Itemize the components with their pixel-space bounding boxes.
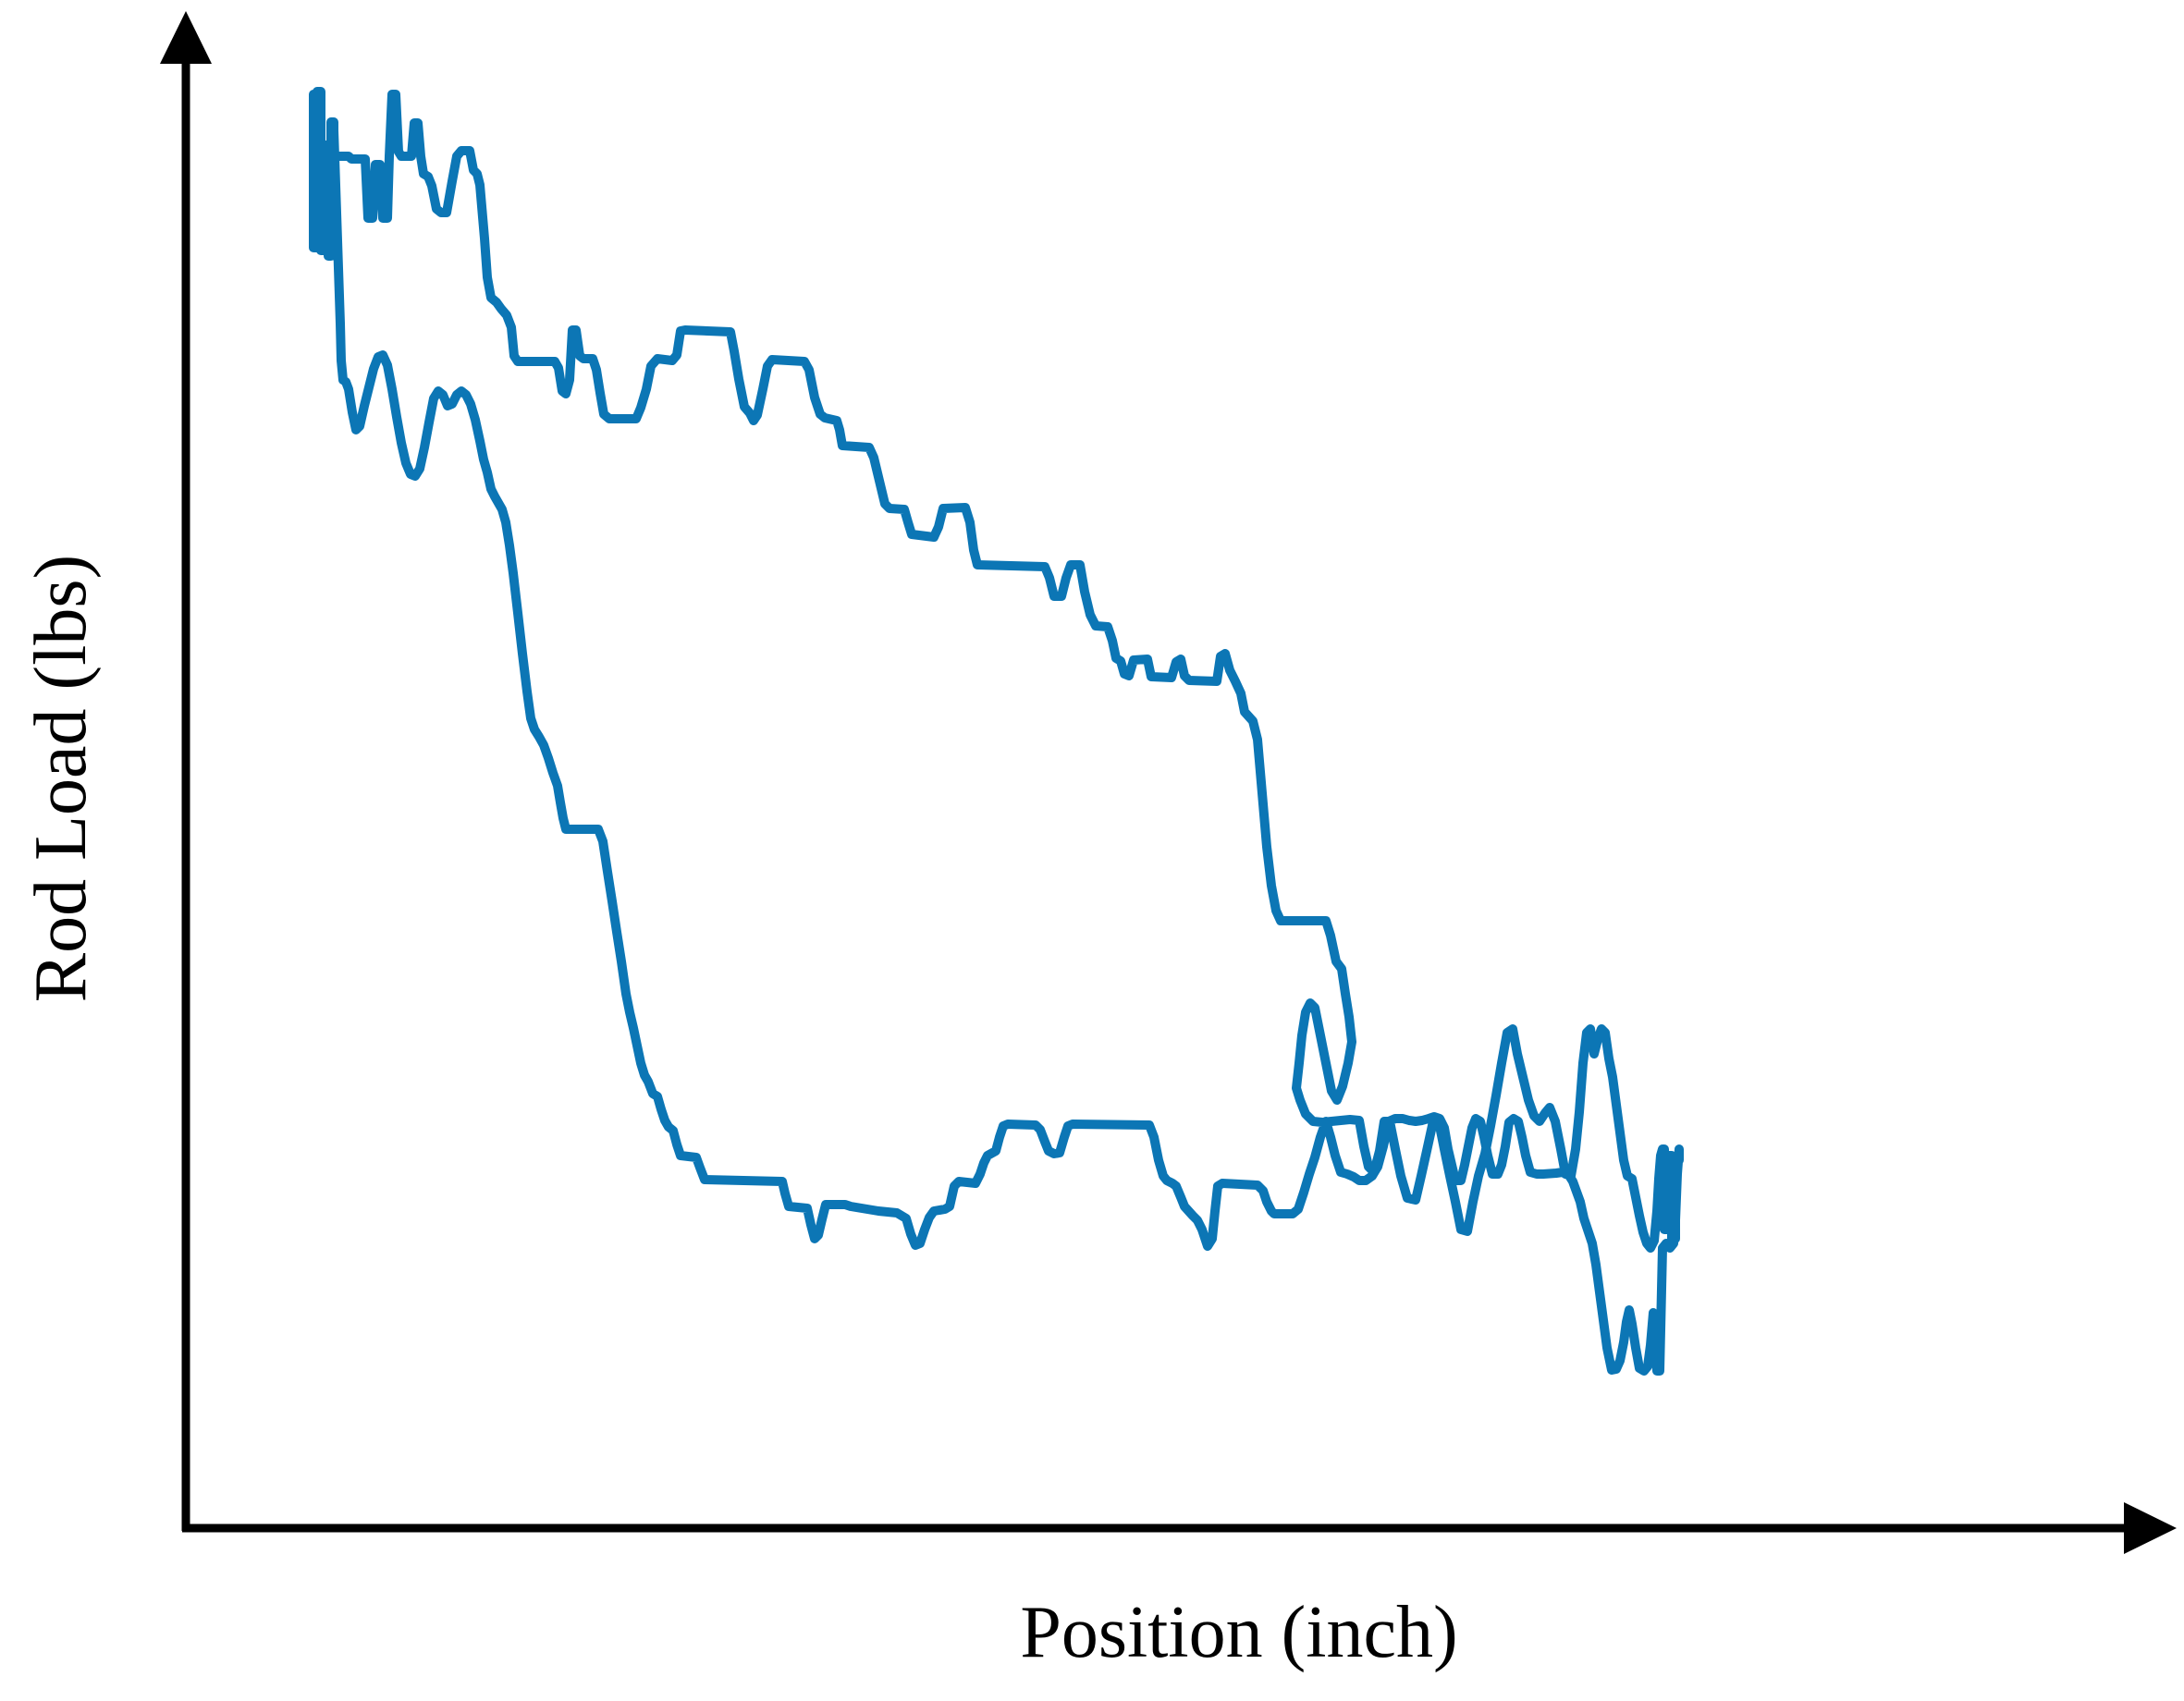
y-axis-arrowhead-icon <box>160 11 212 64</box>
x-axis-label: Position (inch) <box>1020 1592 1457 1673</box>
y-axis-label: Rod Load (lbs) <box>20 555 102 1002</box>
x-axis-arrowhead-icon <box>2124 1502 2177 1554</box>
rod-load-curve <box>309 87 1684 1376</box>
y-axis <box>160 11 212 1531</box>
x-axis <box>182 1502 2177 1554</box>
